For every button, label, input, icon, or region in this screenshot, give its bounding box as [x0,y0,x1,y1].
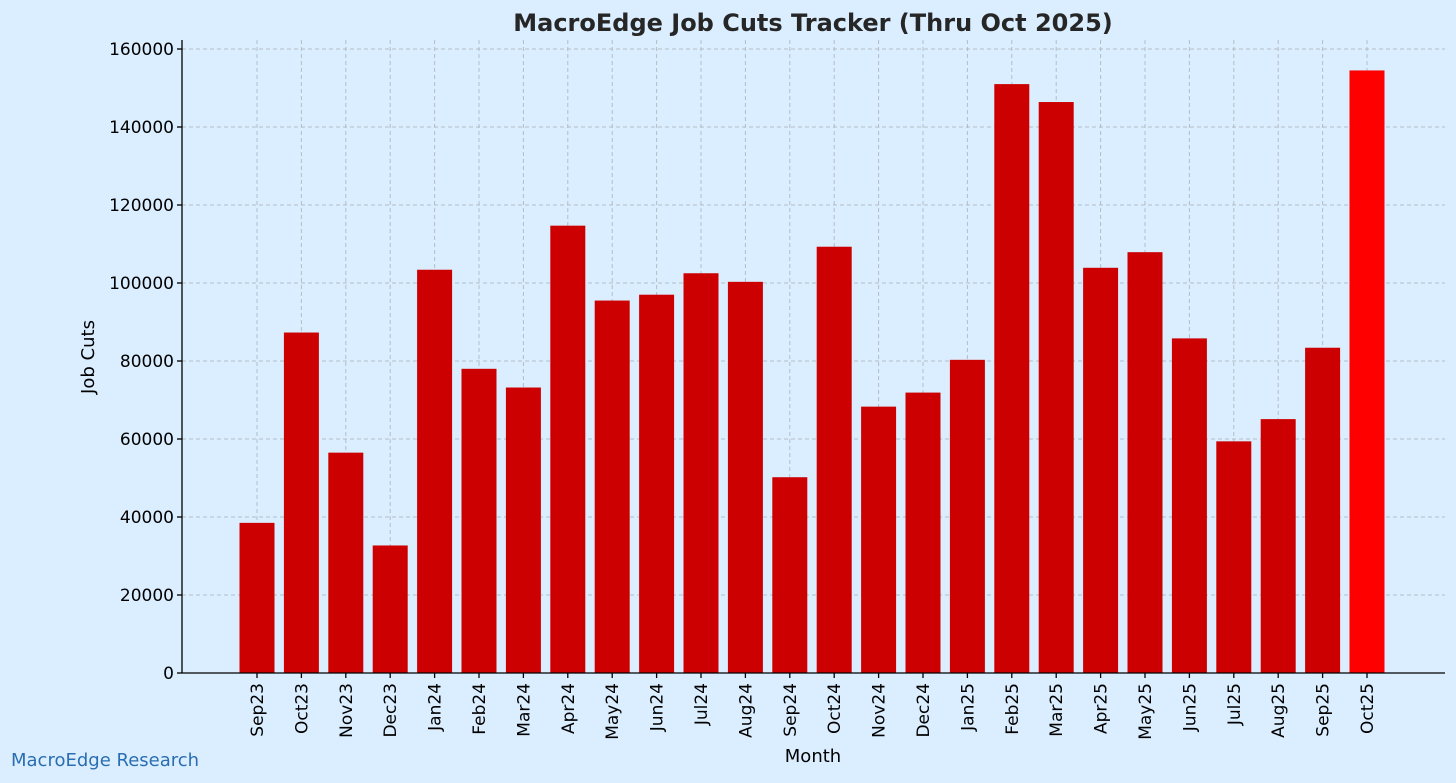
grid-lines [182,40,1445,673]
bar-may24 [594,300,630,673]
y-tick-label: 80000 [120,352,174,372]
x-tick-label: Jan24 [426,683,446,732]
bar-dec23 [372,545,408,673]
y-tick-label: 120000 [109,196,174,216]
x-tick-label: Apr25 [1092,683,1112,734]
x-tick-label: Jul24 [692,683,712,726]
bar-oct25 [1349,70,1385,673]
x-tick-label: Dec23 [381,683,401,738]
x-tick-label: Oct25 [1358,683,1378,734]
y-tick-labels: 0 20000 40000 60000 80000 100000 120000 140000 1… [109,40,174,684]
x-tick-label: Sep23 [248,683,268,737]
x-tick-label: Jun24 [648,683,668,732]
x-tick-label: Aug24 [736,683,756,738]
bar-sep23 [239,522,275,673]
y-tick-label: 20000 [120,586,174,606]
x-tick-label: Oct23 [292,683,312,734]
bar-apr25 [1083,267,1119,673]
bar-apr24 [550,225,586,674]
bar-jan25 [949,359,985,673]
x-tick-label: Nov24 [870,683,890,738]
y-tick-label: 140000 [109,118,174,138]
x-tick-label: Jan25 [958,683,978,732]
y-tick-label: 60000 [120,430,174,450]
chart-title: MacroEdge Job Cuts Tracker (Thru Oct 202… [513,9,1112,37]
bar-mar24 [505,387,541,673]
bar-sep25 [1305,347,1341,673]
axes [177,40,1445,678]
bar-jun24 [639,294,675,673]
x-tick-label: Mar25 [1047,683,1067,737]
bar-dec24 [905,392,941,673]
x-tick-label: Apr24 [559,683,579,734]
bar-jan24 [417,269,453,673]
bar-oct23 [283,332,319,673]
x-tick-label: Aug25 [1269,683,1289,738]
bar-sep24 [772,477,808,673]
y-tick-label: 0 [163,664,174,684]
y-tick-label: 40000 [120,508,174,528]
bar-jul25 [1216,441,1252,673]
x-axis-label: Month [785,746,841,767]
bar-may25 [1127,252,1163,673]
bar-nov24 [861,406,897,673]
y-axis-label: Job Cuts [78,320,99,395]
x-tick-label: Jul25 [1225,683,1245,726]
x-tick-label: Dec24 [914,683,934,738]
x-tick-label: Feb24 [470,683,490,735]
x-tick-label: May24 [603,683,623,740]
x-tick-label: Sep25 [1314,683,1334,737]
bar-jun25 [1171,338,1207,673]
bar-mar25 [1038,102,1074,674]
watermark-text: MacroEdge Research [11,750,200,771]
bars [239,70,1385,674]
y-tick-label: 100000 [109,274,174,294]
x-tick-label: Feb25 [1003,683,1023,735]
bar-aug24 [727,281,763,673]
y-tick-label: 160000 [109,40,174,60]
bar-jul24 [683,273,719,673]
x-tick-label: Oct24 [825,683,845,734]
x-tick-label: Mar24 [514,683,534,737]
x-tick-label: Sep24 [781,683,801,737]
x-tick-labels: Sep23 Oct23 Nov23 Dec23 Jan24 Feb24 Mar24 Apr24… [248,683,1378,740]
x-tick-label: Nov23 [337,683,357,738]
x-tick-label: May25 [1136,683,1156,740]
bar-feb25 [994,84,1030,674]
bar-feb24 [461,368,497,673]
bar-oct24 [816,246,852,674]
bar-aug25 [1260,419,1296,673]
bar-nov23 [328,452,364,673]
x-tick-label: Jun25 [1180,683,1200,732]
